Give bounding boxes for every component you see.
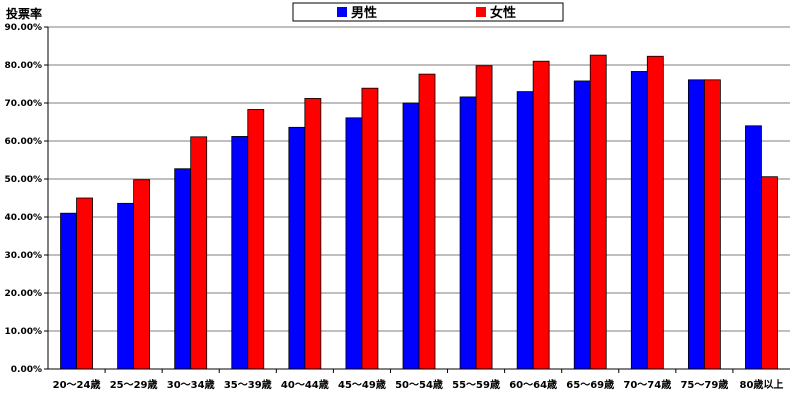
y-tick-label: 40.00% (5, 213, 43, 223)
bar-male (60, 212, 77, 370)
bar-female (418, 73, 436, 370)
y-tick-label: 0.00% (11, 365, 42, 375)
bars (60, 54, 778, 370)
bar-male (573, 80, 591, 370)
bar-female (475, 65, 493, 370)
x-tick-label: 30〜34歳 (167, 378, 215, 391)
x-tick-label: 50〜54歳 (395, 378, 443, 391)
legend-swatch-female (476, 7, 486, 17)
y-axis-ticks: 0.00% 10.00% 20.00% 30.00% 40.00% 50.00% 60.00… (5, 23, 48, 375)
bar-female (589, 54, 607, 370)
bar-male (174, 168, 192, 370)
bar-male (231, 136, 249, 370)
legend: 男性 女性 (292, 2, 564, 22)
y-tick-label: 80.00% (5, 61, 43, 71)
bar-female (76, 197, 93, 370)
x-tick-label: 45〜49歳 (338, 378, 386, 391)
y-tick-label: 50.00% (5, 175, 43, 185)
bar-male (687, 79, 705, 370)
x-tick-label: 20〜24歳 (53, 378, 101, 391)
bar-male (345, 117, 363, 370)
bar-male (459, 96, 477, 370)
bar-female (361, 87, 379, 370)
y-tick-label: 70.00% (5, 99, 43, 109)
bar-female (532, 60, 550, 370)
y-tick-label: 10.00% (5, 327, 43, 337)
bar-female (761, 176, 778, 370)
x-tick-label: 55〜59歳 (452, 378, 500, 391)
bar-male (117, 202, 135, 370)
legend-swatch-male (337, 7, 347, 17)
bar-male (630, 71, 648, 370)
x-tick-label: 35〜39歳 (224, 378, 272, 391)
x-tick-label: 25〜29歳 (110, 378, 158, 391)
bar-male (402, 102, 420, 370)
bar-female (247, 109, 265, 370)
bar-female (304, 98, 322, 370)
y-tick-label: 60.00% (5, 137, 43, 147)
bar-male (745, 125, 762, 370)
bar-male (288, 126, 306, 370)
x-tick-label: 60〜64歳 (509, 378, 557, 391)
legend-label-female: 女性 (490, 5, 516, 21)
x-tick-label: 70〜74歳 (623, 378, 671, 391)
y-tick-label: 30.00% (5, 251, 43, 261)
y-tick-label: 20.00% (5, 289, 43, 299)
legend-label-male: 男性 (351, 5, 377, 21)
y-axis-title: 投票率 (6, 6, 42, 21)
x-tick-label: 65〜69歳 (566, 378, 614, 391)
x-tick-label: 40〜44歳 (281, 378, 329, 391)
x-axis-ticks: 20〜24歳 25〜29歳 30〜34歳 35〜39歳 40〜44歳 45〜49歳 50〜5… (53, 369, 784, 391)
y-tick-label: 90.00% (5, 23, 43, 33)
bar-male (516, 91, 534, 370)
legend-box (292, 2, 564, 22)
bar-female (190, 136, 208, 370)
x-tick-label: 80歳以上 (740, 378, 784, 391)
bar-female (646, 55, 664, 370)
bar-female (133, 179, 151, 370)
bar-female (703, 79, 721, 370)
x-tick-label: 75〜79歳 (680, 378, 728, 391)
